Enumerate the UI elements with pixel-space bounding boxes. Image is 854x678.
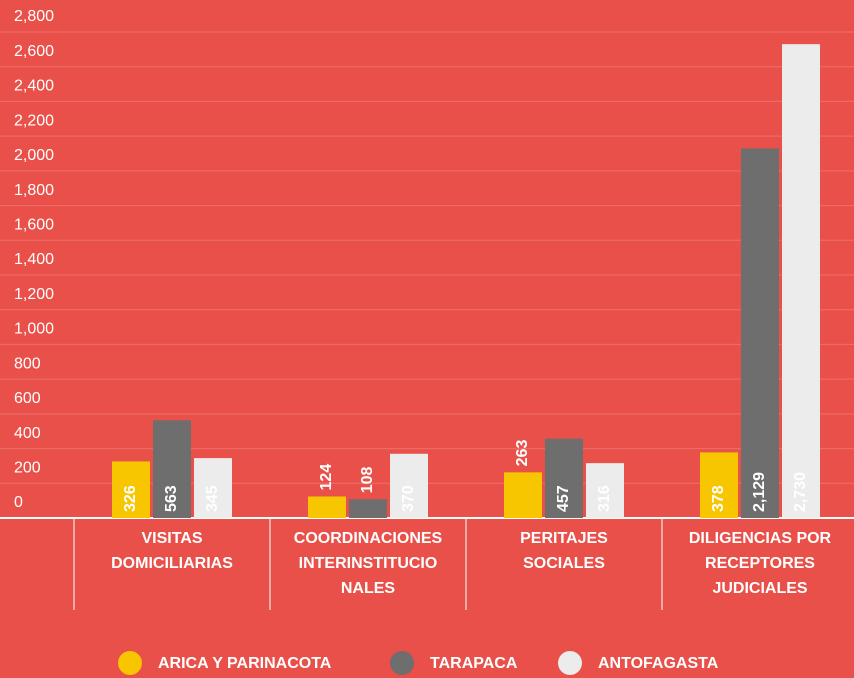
y-tick-label: 200	[14, 460, 41, 477]
legend-label: TARAPACA	[430, 655, 518, 672]
legend-swatch	[118, 651, 142, 675]
value-label: 378	[710, 485, 727, 512]
y-tick-label: 1,800	[14, 182, 54, 199]
bar	[349, 499, 387, 518]
x-tick-label: RECEPTORES	[705, 555, 815, 572]
y-tick-label: 1,000	[14, 321, 54, 338]
bar	[390, 453, 428, 518]
bar	[782, 44, 820, 519]
bar	[153, 420, 191, 518]
y-tick-label: 2,600	[14, 43, 54, 60]
legend-label: ARICA Y PARINACOTA	[158, 655, 332, 672]
y-tick-label: 1,600	[14, 217, 54, 234]
y-tick-label: 2,800	[14, 8, 54, 25]
y-tick-label: 2,200	[14, 112, 54, 129]
value-label: 457	[555, 485, 572, 512]
x-tick-label: INTERINSTITUCIO	[299, 555, 438, 572]
y-tick-label: 400	[14, 425, 41, 442]
x-tick-label: DILIGENCIAS POR	[689, 530, 832, 547]
x-tick-label: COORDINACIONES	[294, 530, 443, 547]
y-tick-label: 0	[14, 494, 23, 511]
value-label: 345	[204, 485, 221, 512]
value-label: 124	[318, 464, 335, 491]
value-label: 2,730	[792, 472, 809, 512]
bar	[112, 461, 150, 518]
value-label: 563	[163, 485, 180, 512]
x-tick-label: PERITAJES	[520, 530, 608, 547]
legend-swatch	[558, 651, 582, 675]
bar	[741, 148, 779, 518]
bar	[545, 438, 583, 518]
y-tick-label: 800	[14, 355, 41, 372]
value-label: 326	[122, 485, 139, 512]
bar	[504, 472, 542, 518]
y-tick-label: 1,200	[14, 286, 54, 303]
value-label: 2,129	[751, 472, 768, 512]
x-tick-label: VISITAS	[141, 530, 202, 547]
legend-label: ANTOFAGASTA	[598, 655, 719, 672]
value-label: 108	[359, 466, 376, 493]
y-tick-label: 2,400	[14, 78, 54, 95]
value-label: 263	[514, 440, 531, 467]
y-tick-label: 600	[14, 390, 41, 407]
y-tick-label: 1,400	[14, 251, 54, 268]
legend-swatch	[390, 651, 414, 675]
x-tick-label: DOMICILIARIAS	[111, 555, 233, 572]
value-label: 316	[596, 485, 613, 512]
bar	[586, 463, 624, 518]
y-tick-label: 2,000	[14, 147, 54, 164]
bar	[194, 458, 232, 518]
bar	[308, 496, 346, 518]
x-tick-label: SOCIALES	[523, 555, 605, 572]
bar	[700, 452, 738, 518]
x-tick-label: JUDICIALES	[712, 580, 807, 597]
value-label: 370	[400, 485, 417, 512]
x-tick-label: NALES	[341, 580, 396, 597]
